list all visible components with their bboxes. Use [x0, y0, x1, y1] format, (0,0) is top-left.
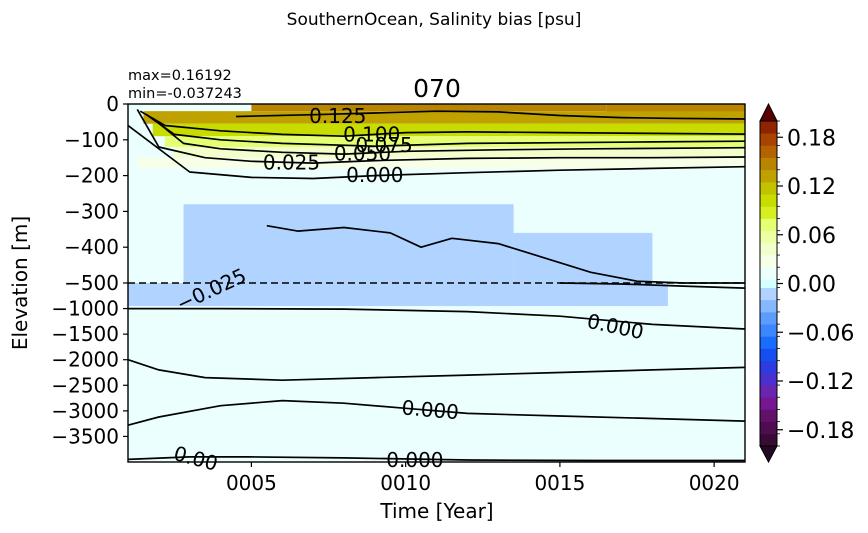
- contour-label: 0.000: [386, 448, 443, 472]
- colorbar-tick-label: 0.18: [787, 126, 836, 151]
- y-tick-label: −1000: [51, 297, 119, 321]
- colorbar-tick-label: 0.06: [787, 224, 836, 249]
- colorbar-segment: [760, 133, 777, 146]
- colorbar-segment: [760, 372, 777, 386]
- colorbar-segment: [760, 336, 777, 349]
- contour-line: [127, 124, 746, 180]
- colorbar-segment: [760, 433, 777, 447]
- colorbar-tick-label: 0.00: [787, 273, 836, 298]
- contour-label: 0.125: [309, 104, 366, 128]
- contour-label: 0.000: [346, 163, 403, 187]
- field-band: [235, 168, 745, 201]
- colorbar: −0.18 −0.12 −0.06 0.00 0.06 0.12 0.18: [759, 102, 854, 464]
- y-tick-label: −100: [64, 128, 119, 152]
- y-tick-label: −3000: [51, 399, 119, 423]
- colorbar-segment: [760, 348, 777, 362]
- colorbar-segment: [760, 267, 777, 280]
- colorbar-segment: [760, 181, 777, 195]
- y-tick-label: −300: [64, 199, 119, 223]
- contour-label: 0.075: [355, 133, 412, 157]
- contour-line: [128, 307, 746, 330]
- colorbar-segment: [760, 206, 777, 219]
- colorbar-segment: [760, 121, 777, 134]
- field-band: [606, 104, 745, 112]
- field-band: [137, 157, 745, 169]
- colorbar-segment: [760, 360, 777, 374]
- x-tick-label: 0010: [380, 471, 431, 495]
- colorbar-segment: [760, 385, 777, 398]
- figure-suptitle: SouthernOcean, Salinity bias [psu]: [287, 10, 582, 30]
- y-axis-label: Elevation [m]: [8, 216, 32, 350]
- y-tick-label: −1500: [51, 322, 119, 346]
- contour-label: 0.000: [401, 395, 460, 424]
- plot-title: 070: [413, 74, 461, 103]
- colorbar-extend-min: [759, 445, 778, 464]
- y-tick-label: −3500: [51, 424, 119, 448]
- contour-line: [146, 114, 746, 148]
- y-tick-label: −2500: [51, 373, 119, 397]
- colorbar-segment: [760, 242, 777, 256]
- field-band: [174, 362, 745, 381]
- field-band: [128, 283, 668, 307]
- stats-min: min=-0.037243: [128, 86, 242, 102]
- colorbar-segment: [760, 255, 777, 268]
- x-tick-label: 0015: [534, 471, 585, 495]
- colorbar-segment: [760, 157, 777, 171]
- contour-line: [139, 110, 746, 138]
- contour-line: [127, 399, 746, 427]
- contour-line: [136, 108, 746, 164]
- field-band: [251, 104, 607, 112]
- contour-line: [235, 110, 746, 120]
- colorbar-segment: [760, 397, 777, 410]
- stats-max: max=0.16192: [128, 68, 232, 84]
- colorbar-segment: [760, 409, 777, 423]
- field-band: [165, 136, 745, 147]
- plot-area: 0.1250.1000.0750.0500.0250.000−0.0250.00…: [127, 103, 746, 476]
- contour-label: 0.050: [334, 141, 391, 165]
- colorbar-segment: [760, 194, 777, 207]
- colorbar-segment: [760, 324, 777, 337]
- field-band: [128, 308, 745, 363]
- x-axis-label: Time [Year]: [379, 499, 493, 523]
- field-band: [174, 146, 745, 158]
- colorbar-segment: [760, 169, 777, 183]
- y-tick-label: −200: [64, 164, 119, 188]
- contour-line: [127, 358, 746, 382]
- field-band: [183, 204, 514, 283]
- y-tick-label: −2000: [51, 348, 119, 372]
- contour-line: [266, 224, 745, 284]
- contour-label: 0.025: [263, 150, 320, 174]
- colorbar-tick-label: −0.06: [787, 321, 854, 346]
- colorbar-segment: [760, 218, 777, 232]
- colorbar-tick-label: 0.12: [787, 175, 836, 200]
- colorbar-extend-max: [759, 102, 778, 122]
- colorbar-tick-label: −0.12: [787, 370, 854, 395]
- field-band: [152, 123, 745, 137]
- colorbar-segment: [760, 279, 777, 288]
- contour-label: 0.100: [343, 122, 400, 146]
- x-tick-label: 0020: [689, 471, 740, 495]
- x-axis-ticks: 0005 0010 0015 0020: [226, 462, 740, 495]
- colorbar-segment: [760, 311, 777, 325]
- contour-lines: [127, 108, 746, 462]
- field-band: [513, 232, 653, 283]
- x-tick-label: 0005: [226, 471, 277, 495]
- y-axis-ticks: 0 −100 −200 −300 −400 −500−1000−1500−2000−250…: [51, 92, 128, 448]
- y-tick-label: −500: [64, 271, 119, 295]
- colorbar-segment: [760, 287, 777, 301]
- colorbar-segment: [760, 230, 777, 244]
- colorbar-tick-label: −0.18: [787, 419, 854, 444]
- contour-line: [127, 456, 745, 462]
- colorbar-segment: [760, 145, 777, 158]
- y-tick-label: −400: [64, 235, 119, 259]
- colorbar-segment: [760, 421, 777, 435]
- field-band: [143, 111, 746, 124]
- y-tick-label: 0: [106, 92, 119, 116]
- contour-line: [152, 117, 746, 155]
- colorbar-segment: [760, 299, 777, 313]
